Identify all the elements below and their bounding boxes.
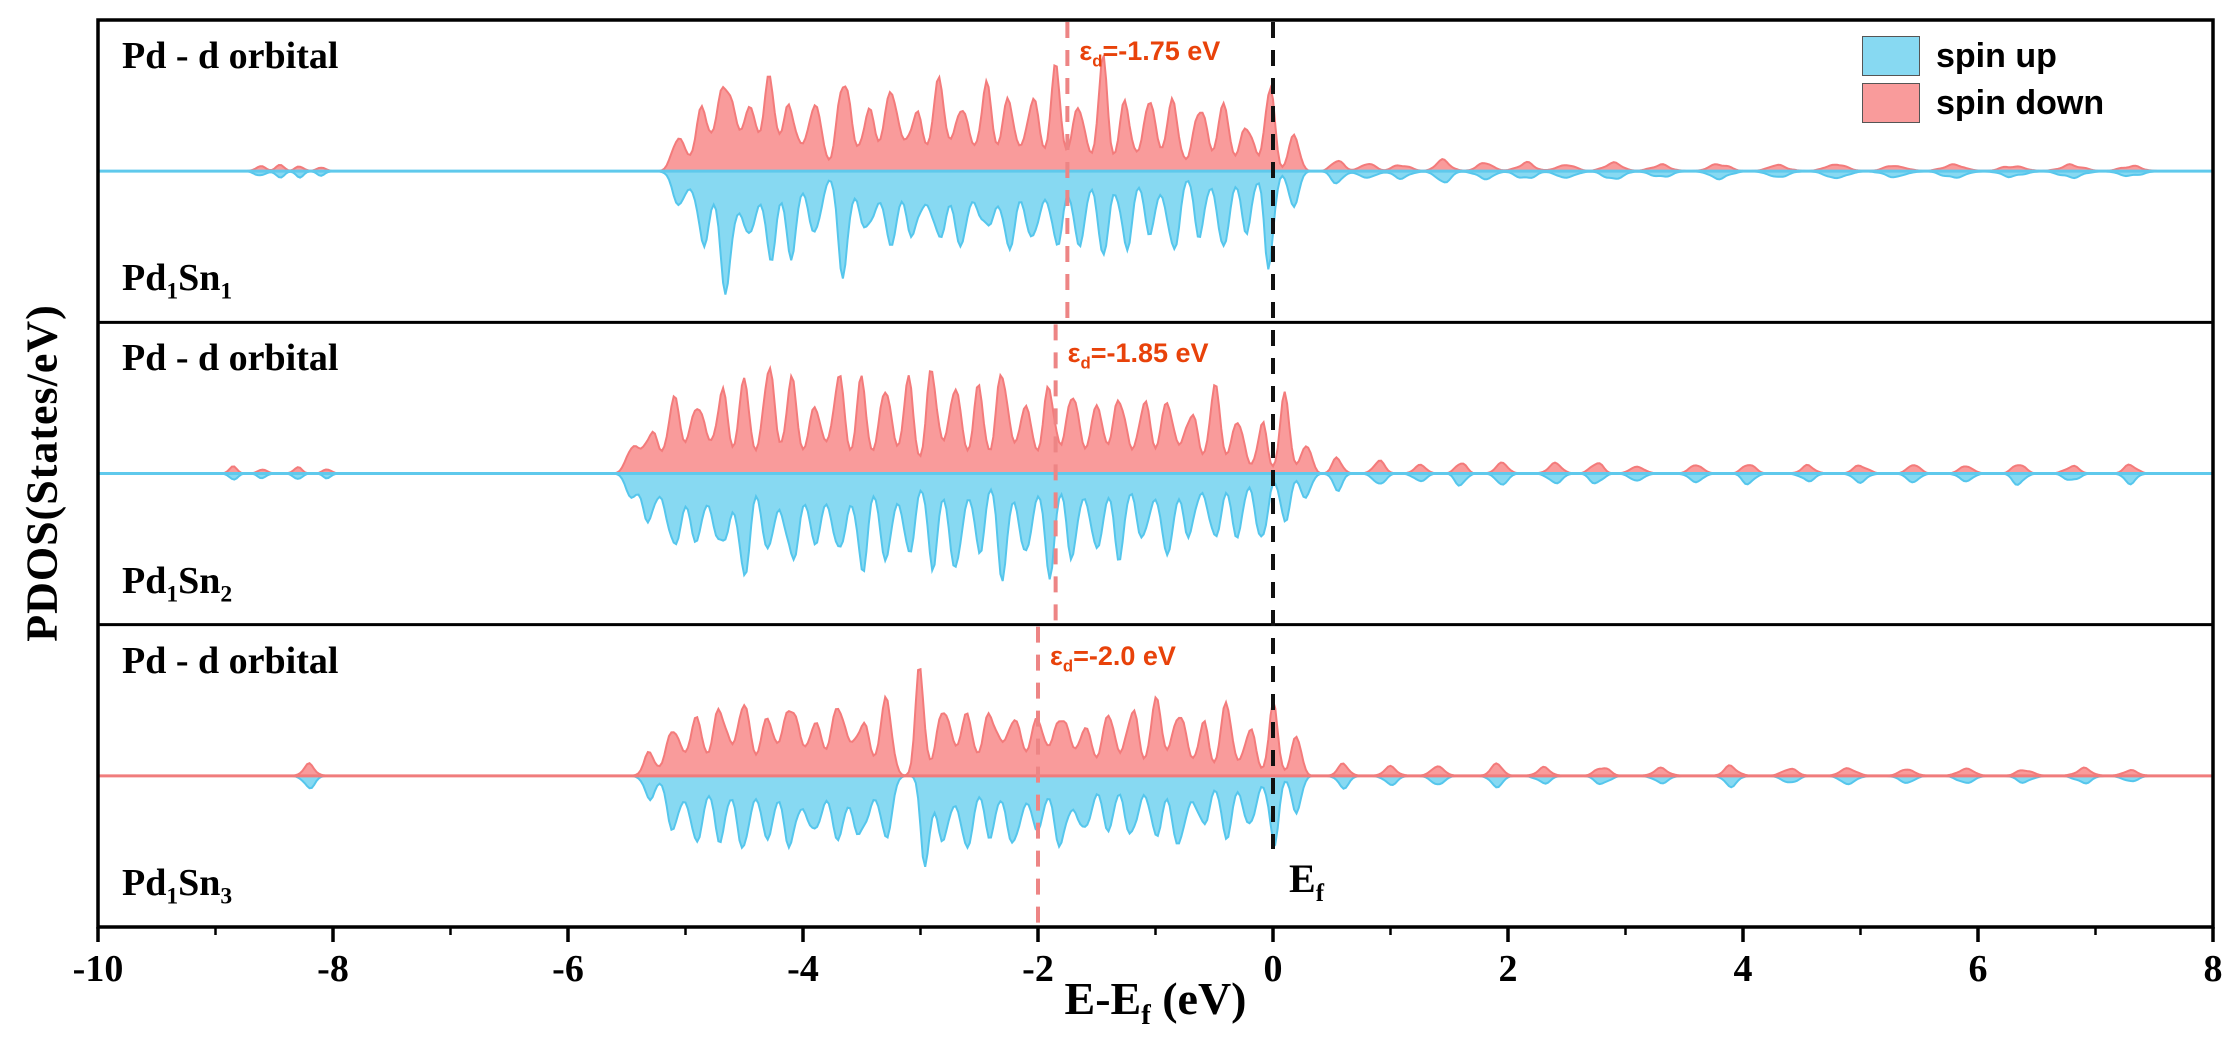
legend-item-spin-down: spin down	[1862, 83, 2104, 123]
y-axis-label: PDOS(States/eV)	[17, 304, 67, 642]
panel-2-eps-d-annotation: εd=-1.85 eV	[1067, 338, 1209, 373]
x-tick-label--4: -4	[787, 948, 819, 990]
x-axis-label-unit: (eV)	[1150, 973, 1247, 1024]
panel-3-formula-label: Pd1Sn3	[122, 862, 233, 910]
spin-up-swatch	[1862, 36, 1920, 76]
panel-1-formula-label: Pd1Sn1	[122, 257, 233, 305]
panel-1-spin-up-area	[98, 170, 2213, 295]
x-tick-label-8: 8	[2203, 948, 2223, 990]
legend-label-spin-up: spin up	[1936, 36, 2057, 75]
fermi-level-label: Ef	[1289, 856, 1324, 907]
panel-2-spin-up-area	[98, 472, 2213, 582]
panel-1-orbital-label: Pd - d orbital	[122, 35, 339, 77]
x-tick-label-6: 6	[1968, 948, 1988, 990]
x-axis-label: E-Ef (eV)	[98, 972, 2213, 1032]
x-tick-label-2: 2	[1498, 948, 1518, 990]
legend-label-spin-down: spin down	[1936, 83, 2105, 122]
x-axis-label-sub: f	[1141, 1000, 1151, 1032]
x-tick-label-4: 4	[1733, 948, 1753, 990]
x-tick-label--2: -2	[1022, 948, 1054, 990]
x-tick-label-0: 0	[1263, 948, 1283, 990]
panel-3-eps-d-annotation: εd=-2.0 eV	[1050, 640, 1176, 676]
panel-2-formula-label: Pd1Sn2	[122, 559, 233, 608]
panel-3-spin-down-area	[98, 667, 2213, 777]
panel-3-spin-up-area	[98, 774, 2213, 868]
legend: spin up spin down	[1862, 36, 2104, 123]
panel-3-orbital-label: Pd - d orbital	[122, 639, 339, 682]
x-tick-label--10: -10	[72, 948, 124, 990]
panel-1-eps-d-annotation: εd=-1.75 eV	[1079, 36, 1221, 71]
legend-item-spin-up: spin up	[1862, 36, 2104, 76]
spin-down-swatch	[1862, 83, 1920, 123]
x-tick-label--6: -6	[552, 948, 584, 990]
x-tick-label--8: -8	[317, 948, 349, 990]
x-axis-label-main: E-E	[1064, 973, 1142, 1024]
panel-2-orbital-label: Pd - d orbital	[122, 337, 339, 380]
panel-2-spin-down-area	[98, 364, 2213, 475]
